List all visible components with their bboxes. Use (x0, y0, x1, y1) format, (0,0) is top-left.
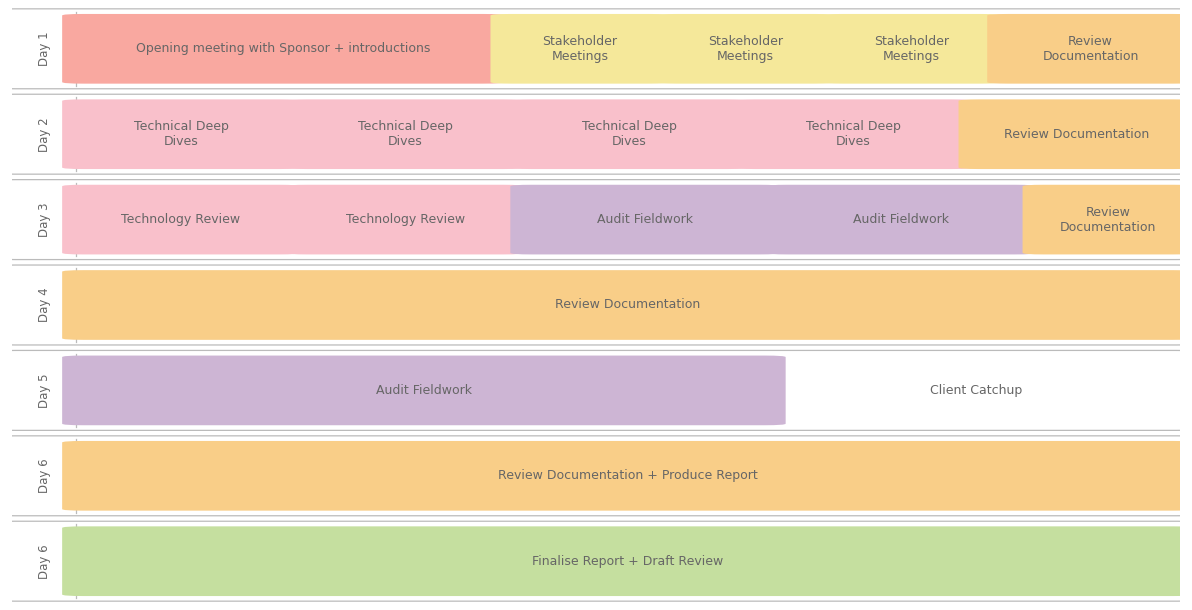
Text: Day 5: Day 5 (37, 373, 50, 407)
Text: Stakeholder
Meetings: Stakeholder Meetings (708, 35, 783, 63)
Text: Day 1: Day 1 (37, 32, 50, 66)
Text: Technical Deep
Dives: Technical Deep Dives (806, 120, 901, 148)
Text: Client Catchup: Client Catchup (930, 384, 1022, 397)
FancyBboxPatch shape (62, 99, 300, 169)
FancyBboxPatch shape (0, 521, 1192, 601)
Text: Day 6: Day 6 (37, 459, 50, 493)
Text: Review Documentation: Review Documentation (1004, 127, 1149, 141)
FancyBboxPatch shape (0, 436, 1192, 516)
Text: Review
Documentation: Review Documentation (1043, 35, 1138, 63)
FancyBboxPatch shape (286, 185, 524, 254)
FancyBboxPatch shape (0, 350, 1192, 431)
FancyBboxPatch shape (1023, 185, 1192, 254)
FancyBboxPatch shape (821, 14, 1001, 84)
Text: Technical Deep
Dives: Technical Deep Dives (134, 120, 229, 148)
FancyBboxPatch shape (656, 14, 836, 84)
Text: Day 4: Day 4 (37, 288, 50, 322)
FancyBboxPatch shape (62, 185, 300, 254)
Text: Review Documentation: Review Documentation (555, 298, 701, 312)
Text: Technology Review: Technology Review (122, 213, 241, 226)
Text: Finalise Report + Draft Review: Finalise Report + Draft Review (533, 554, 724, 568)
FancyBboxPatch shape (62, 526, 1192, 596)
FancyBboxPatch shape (0, 265, 1192, 345)
Text: Stakeholder
Meetings: Stakeholder Meetings (874, 35, 949, 63)
FancyBboxPatch shape (510, 99, 749, 169)
FancyBboxPatch shape (62, 356, 786, 425)
Text: Technical Deep
Dives: Technical Deep Dives (358, 120, 453, 148)
FancyBboxPatch shape (987, 14, 1192, 84)
FancyBboxPatch shape (490, 14, 670, 84)
FancyBboxPatch shape (0, 94, 1192, 174)
FancyBboxPatch shape (766, 185, 1036, 254)
Text: Audit Fieldwork: Audit Fieldwork (375, 384, 472, 397)
Text: Review Documentation + Produce Report: Review Documentation + Produce Report (498, 469, 758, 483)
FancyBboxPatch shape (286, 99, 524, 169)
FancyBboxPatch shape (0, 9, 1192, 89)
Text: Day 2: Day 2 (37, 117, 50, 151)
Text: Day 3: Day 3 (37, 203, 50, 237)
FancyBboxPatch shape (734, 99, 973, 169)
Text: Stakeholder
Meetings: Stakeholder Meetings (542, 35, 617, 63)
Text: Opening meeting with Sponsor + introductions: Opening meeting with Sponsor + introduct… (136, 42, 430, 56)
FancyBboxPatch shape (510, 185, 780, 254)
Text: Audit Fieldwork: Audit Fieldwork (597, 213, 694, 226)
Text: Technical Deep
Dives: Technical Deep Dives (582, 120, 677, 148)
Text: Day 6: Day 6 (37, 544, 50, 578)
FancyBboxPatch shape (0, 179, 1192, 260)
FancyBboxPatch shape (62, 270, 1192, 340)
FancyBboxPatch shape (958, 99, 1192, 169)
FancyBboxPatch shape (62, 441, 1192, 511)
Text: Technology Review: Technology Review (346, 213, 465, 226)
FancyBboxPatch shape (62, 14, 504, 84)
Text: Review
Documentation: Review Documentation (1060, 206, 1156, 234)
Text: Audit Fieldwork: Audit Fieldwork (853, 213, 949, 226)
